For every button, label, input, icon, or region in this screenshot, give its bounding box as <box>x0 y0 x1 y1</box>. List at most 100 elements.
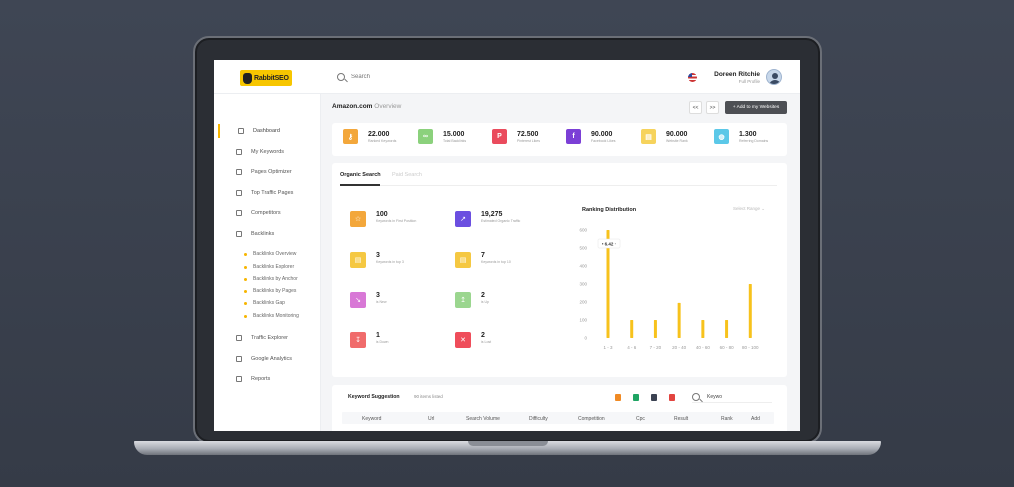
sidebar-item-label: Dashboard <box>253 128 280 134</box>
range-select[interactable]: Select Range ⌄ <box>733 206 765 212</box>
brand-logo[interactable]: RabbitSEO <box>240 70 292 86</box>
sidebar-subitem-backlinks-monitoring[interactable]: Backlinks Monitoring <box>244 311 299 321</box>
sidebar-item-backlinks[interactable]: Backlinks <box>218 227 318 241</box>
column-difficulty[interactable]: Difficulty <box>529 416 548 422</box>
metric-down: ↧ 1 is Down <box>350 332 388 348</box>
metric-label: is Down <box>376 340 389 344</box>
keyword-search-field[interactable]: Keywo <box>692 391 772 403</box>
x-tick-label: 20 - 40 <box>672 345 687 350</box>
column-keyword[interactable]: Keyword <box>362 416 382 422</box>
column-result[interactable]: Result <box>674 416 689 422</box>
sidebar-subitem-backlinks-by-anchor[interactable]: Backlinks by Anchor <box>244 274 298 284</box>
keyword-suggestion-card: Keyword Suggestion 90 items listed Keywo… <box>332 385 787 431</box>
search-icon[interactable] <box>337 73 345 81</box>
metric-value: 1 <box>376 332 380 339</box>
stat-value: 90.000 <box>591 130 613 138</box>
metric-label: is Lost <box>481 340 492 344</box>
sidebar-subitem-label: Backlinks Overview <box>253 251 297 257</box>
stat-label: Website Rank <box>666 138 688 143</box>
bar <box>606 230 610 338</box>
column-cpc[interactable]: Cpc <box>636 416 645 422</box>
prev-site-button[interactable]: << <box>689 101 702 114</box>
sidebar-subitem-backlinks-explorer[interactable]: Backlinks Explorer <box>244 262 294 272</box>
sidebar-subitem-backlinks-by-pages[interactable]: Backlinks by Pages <box>244 286 296 296</box>
y-tick-label: 300 <box>579 282 587 287</box>
column-search-volume[interactable]: Search Volume <box>466 416 500 422</box>
sidebar-item-traffic-explorer[interactable]: Traffic Explorer <box>218 331 318 345</box>
print-icon[interactable] <box>651 394 657 401</box>
chart-tooltip-value: • 6.42 · <box>602 242 616 247</box>
column-competition[interactable]: Competition <box>578 416 605 422</box>
link-icon: ∞ <box>418 129 433 144</box>
tab-organic-search[interactable]: Organic Search <box>340 172 381 178</box>
sidebar-item-dashboard[interactable]: Dashboard <box>218 124 318 138</box>
ranking-distribution-chart: 0 100 200 300 400 500 600 1 - 3 4 - 6 7 - 20 20 - … <box>579 228 759 351</box>
x-tick-label: 4 - 6 <box>627 345 637 350</box>
tab-divider <box>340 185 777 186</box>
y-tick-label: 400 <box>579 264 587 269</box>
column-add[interactable]: Add <box>751 416 760 422</box>
globe-icon: ◍ <box>714 129 729 144</box>
stat-value: 72.500 <box>517 130 539 138</box>
y-tick-label: 200 <box>579 300 587 305</box>
metric-label: is New <box>376 300 387 304</box>
bar <box>748 284 752 338</box>
avatar[interactable] <box>766 69 782 85</box>
arrow-down-icon: ↧ <box>350 332 366 348</box>
export-pdf-icon[interactable] <box>669 394 675 401</box>
traffic-icon <box>236 335 242 341</box>
metric-value: 3 <box>376 252 380 259</box>
tab-paid-search[interactable]: Paid Search <box>392 172 422 178</box>
column-rank[interactable]: Rank <box>721 416 733 422</box>
chart-title: Ranking Distribution <box>582 207 637 213</box>
sidebar-subitem-backlinks-gap[interactable]: Backlinks Gap <box>244 298 285 308</box>
dashboard-icon <box>238 128 244 134</box>
sidebar-subitem-label: Backlinks by Pages <box>253 288 297 294</box>
sidebar-item-pages-optimizer[interactable]: Pages Optimizer <box>218 165 318 179</box>
x-tick-label: 1 - 3 <box>603 345 613 350</box>
arrow-up-icon: ↥ <box>455 292 471 308</box>
star-icon: ☆ <box>350 211 366 227</box>
sidebar-subitem-backlinks-overview[interactable]: Backlinks Overview <box>244 249 296 259</box>
bar <box>653 320 657 338</box>
sidebar-item-label: Pages Optimizer <box>251 169 292 175</box>
topbar: RabbitSEO Doreen Ritchie Full Profile <box>214 60 800 94</box>
list-icon: ▤ <box>455 252 471 268</box>
metric-label: Keywords in First Position <box>376 219 417 223</box>
sidebar-item-competitors[interactable]: Competitors <box>218 206 318 220</box>
sidebar-item-reports[interactable]: Reports <box>218 372 318 386</box>
keyword-suggestion-title: Keyword Suggestion <box>348 394 400 400</box>
laptop-notch <box>468 441 548 446</box>
metric-first-position: ☆ 100 Keywords in First Position <box>350 211 416 227</box>
sidebar: Dashboard My Keywords Pages Optimizer To… <box>214 94 321 431</box>
x-tick-label: 7 - 20 <box>650 345 662 350</box>
search-input[interactable] <box>351 71 471 83</box>
rank-icon: ▤ <box>641 129 656 144</box>
bullet-icon <box>244 314 247 318</box>
metric-label: Estimated Organic Traffic <box>481 219 521 223</box>
sidebar-item-google-analytics[interactable]: Google Analytics <box>218 352 318 366</box>
bullet-icon <box>244 301 247 305</box>
add-to-websites-button[interactable]: + Add to my Websites <box>725 101 787 114</box>
sidebar-item-top-traffic-pages[interactable]: Top Traffic Pages <box>218 186 318 200</box>
sidebar-item-my-keywords[interactable]: My Keywords <box>218 145 318 159</box>
bar <box>725 320 729 338</box>
chart-tooltip-box <box>597 238 621 249</box>
export-rss-icon[interactable] <box>615 394 621 401</box>
stat-label: Total Backlinks <box>443 138 467 143</box>
metric-label: Keywords in top 3 <box>376 260 404 264</box>
export-sheet-icon[interactable] <box>633 394 639 401</box>
table-header-row <box>342 412 774 424</box>
stat-label: Ranked Keywords <box>368 138 397 143</box>
metric-value: 7 <box>481 252 485 259</box>
close-icon: ✕ <box>455 332 471 348</box>
metric-top-3: ▤ 3 Keywords in top 3 <box>350 252 404 268</box>
y-tick-label: 600 <box>579 228 587 233</box>
arrow-down-right-icon: ↘ <box>350 292 366 308</box>
next-site-button[interactable]: >> <box>706 101 719 114</box>
link-icon <box>236 231 242 237</box>
column-url[interactable]: Url <box>428 416 435 422</box>
sidebar-item-label: Reports <box>251 376 271 382</box>
us-flag-icon[interactable] <box>688 73 697 82</box>
items-count: 90 items listed <box>414 394 443 399</box>
